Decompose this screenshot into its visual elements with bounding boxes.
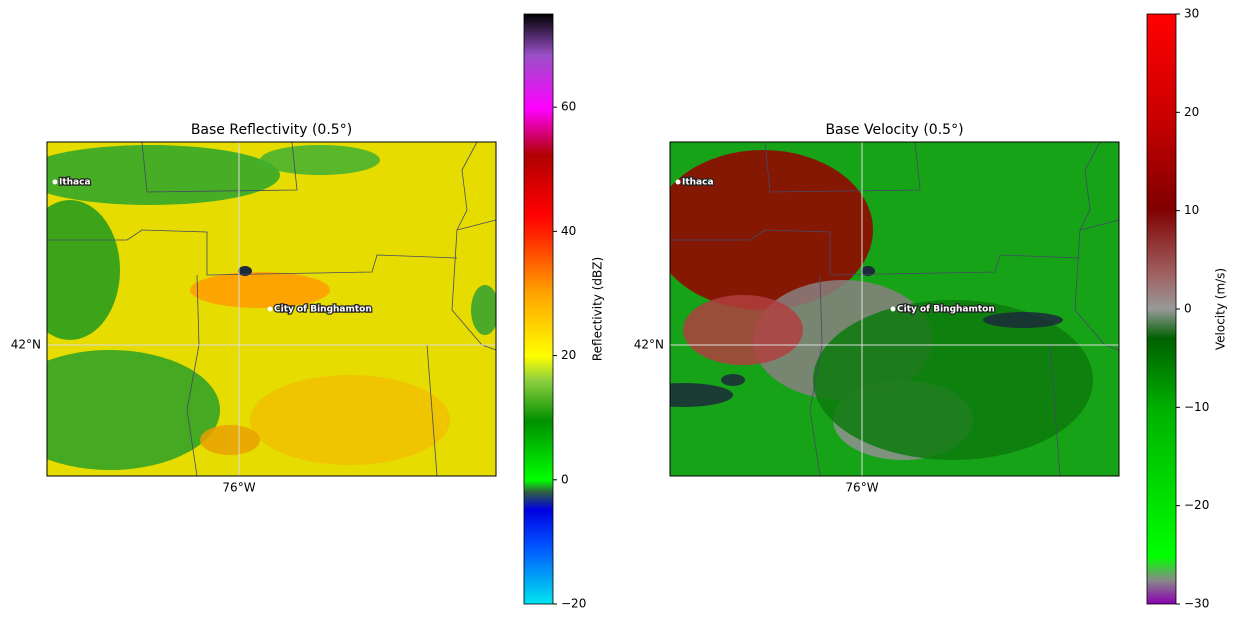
colorbar-label: Reflectivity (dBZ) — [591, 257, 605, 361]
city-label: City of Binghamton — [897, 305, 995, 315]
radar-echo — [47, 350, 220, 470]
latitude-label: 42°N — [11, 338, 41, 352]
county-border — [451, 229, 496, 351]
county-border — [764, 142, 921, 193]
colorbar — [1146, 13, 1177, 605]
panel: Base Reflectivity (0.5°) 42°N 76°W Ithaca Ci… — [11, 13, 605, 611]
city-marker — [52, 179, 58, 185]
county-border — [809, 274, 823, 476]
colorbar-tick-label: −10 — [1184, 400, 1209, 414]
map-frame — [46, 141, 497, 477]
county-border — [1079, 219, 1119, 231]
city-marker — [267, 306, 273, 312]
colorbar-tick-label: 0 — [1184, 302, 1192, 316]
county-border — [456, 142, 478, 231]
radar-echo — [670, 383, 733, 407]
county-border — [1079, 142, 1101, 231]
radar-echo — [190, 272, 330, 308]
panel: Base Velocity (0.5°) 42°N 76°W Ithaca City o… — [634, 7, 1228, 611]
radar-echo — [47, 145, 280, 205]
map — [670, 142, 1119, 476]
colorbar-tick-label: −20 — [1184, 498, 1209, 512]
county-border — [1074, 229, 1119, 351]
colorbar-label: Velocity (m/s) — [1214, 268, 1228, 350]
county-border — [47, 229, 458, 276]
colorbar-tick-label: 30 — [1184, 7, 1199, 21]
longitude-label: 76°W — [845, 481, 878, 495]
lake — [238, 266, 252, 276]
lake — [861, 266, 875, 276]
county-border — [141, 142, 298, 193]
colorbar-tick-label: 10 — [1184, 203, 1199, 217]
radar-echo — [721, 374, 745, 386]
latitude-label: 42°N — [634, 338, 664, 352]
county-border — [670, 229, 1081, 276]
colorbar-tick-label: 40 — [561, 224, 576, 238]
colorbar-tick-label: −20 — [561, 597, 586, 611]
radar-echo — [471, 285, 496, 335]
radar-echo — [200, 425, 260, 455]
city-label: Ithaca — [682, 178, 714, 188]
panel-title: Base Reflectivity (0.5°) — [191, 122, 352, 138]
county-border — [1049, 344, 1061, 476]
radar-echo — [250, 375, 450, 465]
radar-echo — [983, 312, 1063, 328]
radar-echo — [260, 145, 380, 175]
radar-echo — [683, 295, 803, 365]
panel-title: Base Velocity (0.5°) — [825, 122, 963, 138]
colorbar-tick-label: −30 — [1184, 597, 1209, 611]
radar-echo — [813, 300, 1093, 460]
colorbar-tick-label: 20 — [561, 348, 576, 362]
colorbar-tick-label: 60 — [561, 100, 576, 114]
radar-echo — [47, 200, 120, 340]
longitude-label: 76°W — [222, 481, 255, 495]
map-frame — [669, 141, 1120, 477]
city-marker — [890, 306, 896, 312]
county-border — [426, 344, 438, 476]
city-label: Ithaca — [59, 178, 91, 188]
map — [47, 142, 496, 476]
city-label: City of Binghamton — [274, 305, 372, 315]
colorbar-tick-label: 0 — [561, 472, 569, 486]
city-marker — [675, 179, 681, 185]
colorbar — [523, 13, 554, 605]
county-border — [456, 219, 496, 231]
county-border — [186, 274, 200, 476]
colorbar-tick-label: 20 — [1184, 105, 1199, 119]
